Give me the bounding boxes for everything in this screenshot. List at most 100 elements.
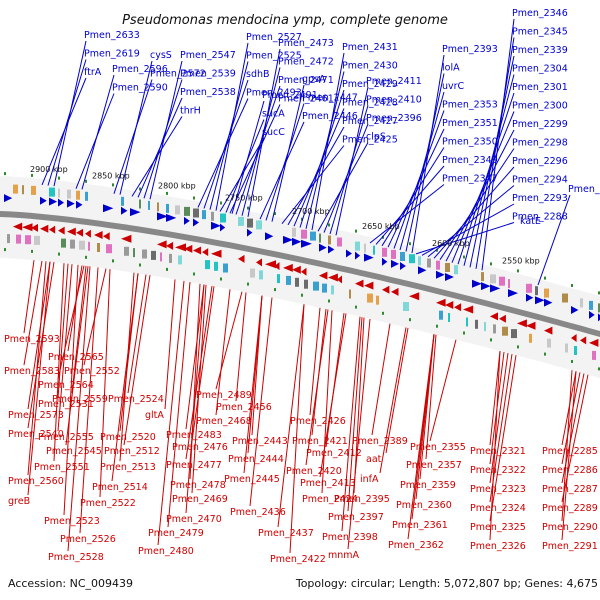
tick-mark xyxy=(355,229,357,233)
gene-label-forward: Pmen_2446 xyxy=(302,111,358,122)
gene-leader-line xyxy=(127,274,147,394)
tick-mark xyxy=(220,277,222,281)
forward-gene-arrow xyxy=(544,298,553,307)
gene-label-forward: sdhB xyxy=(246,69,270,80)
gene-label-reverse: Pmen_2359 xyxy=(400,480,456,491)
forward-gene-arrow xyxy=(49,197,58,206)
feature-category-mark xyxy=(349,289,351,299)
gene-label-forward: katE xyxy=(520,216,541,227)
gene-label-reverse: Pmen_2477 xyxy=(166,460,222,471)
forward-gene-arrow xyxy=(67,199,75,208)
tick-mark xyxy=(490,338,492,342)
reverse-gene-arrow xyxy=(499,314,506,323)
feature-category-mark xyxy=(508,279,510,289)
reverse-gene-arrow xyxy=(211,249,222,258)
gene-label-reverse: Pmen_2398 xyxy=(322,532,378,543)
gene-leader-line xyxy=(197,98,249,208)
feature-category-mark xyxy=(439,310,443,320)
feature-category-mark xyxy=(85,191,88,201)
gene-label-forward: cysS xyxy=(150,50,172,61)
feature-category-mark xyxy=(88,241,90,251)
forward-gene-arrow xyxy=(589,310,595,319)
gene-label-reverse: aat xyxy=(366,454,382,465)
feature-category-mark xyxy=(34,235,40,245)
tick-mark xyxy=(544,352,546,356)
feature-category-mark xyxy=(214,261,218,271)
forward-gene-arrow xyxy=(418,266,427,275)
gene-label-forward: sucC xyxy=(262,127,285,138)
gene-label-reverse: Pmen_2395 xyxy=(334,494,390,505)
gene-leader-line xyxy=(27,261,47,476)
gene-leader-line xyxy=(229,104,281,214)
reverse-gene-arrow xyxy=(238,254,245,263)
gene-label-reverse: Pmen_2531 xyxy=(38,399,94,410)
genome-summary: Topology: circular; Length: 5,072,807 bp… xyxy=(295,577,598,590)
feature-category-mark xyxy=(526,283,532,293)
feature-category-mark xyxy=(79,240,85,250)
gene-label-forward: Pmen_2425 xyxy=(342,135,398,146)
gene-label-forward: sucA xyxy=(262,109,285,120)
forward-gene-arrow xyxy=(76,200,83,209)
reverse-gene-arrow xyxy=(445,301,454,309)
reverse-gene-arrow xyxy=(391,287,399,296)
gene-label-reverse: Pmen_2424 xyxy=(302,494,358,505)
tick-mark xyxy=(274,212,276,216)
feature-category-mark xyxy=(121,196,124,206)
forward-gene-arrow xyxy=(526,293,534,302)
gene-label-reverse: Pmen_2289 xyxy=(542,503,598,514)
kbp-tick-label: 2800 kbp xyxy=(158,182,196,191)
gene-leader-line xyxy=(137,97,183,198)
feature-category-mark xyxy=(256,220,262,230)
feature-category-mark xyxy=(148,200,150,210)
feature-category-mark xyxy=(547,338,551,348)
reverse-gene-arrow xyxy=(58,226,65,235)
gene-leader-line xyxy=(231,100,265,214)
gene-label-reverse: Pmen_2321 xyxy=(470,446,526,457)
feature-category-mark xyxy=(331,285,334,295)
tick-mark xyxy=(166,191,168,195)
kbp-tick-label: 2550 kbp xyxy=(502,257,540,266)
gene-label-reverse: Pmen_2489 xyxy=(196,390,252,401)
forward-gene-arrow xyxy=(166,213,177,222)
forward-gene-arrow xyxy=(184,216,190,225)
gene-leader-line xyxy=(243,295,263,474)
feature-category-mark xyxy=(355,241,360,251)
gene-label-forward: Pmen_2471 xyxy=(278,75,334,86)
gene-label-reverse: Pmen_2551 xyxy=(34,462,90,473)
feature-category-mark xyxy=(157,202,159,212)
gene-label-reverse: Pmen_2361 xyxy=(392,520,448,531)
forward-gene-arrow xyxy=(283,235,294,244)
gene-leader-line xyxy=(99,269,111,498)
reverse-gene-arrow xyxy=(526,321,536,330)
feature-category-mark xyxy=(67,189,71,199)
gene-label-reverse: Pmen_2560 xyxy=(8,476,64,487)
feature-category-mark xyxy=(481,272,484,282)
gene-leader-line xyxy=(71,265,87,394)
gene-label-reverse: Pmen_2483 xyxy=(166,430,222,441)
gene-leader-line xyxy=(321,310,333,494)
feature-category-mark xyxy=(367,293,373,303)
tick-mark xyxy=(409,318,411,322)
reverse-gene-arrow xyxy=(22,223,33,232)
gene-leader-line xyxy=(203,79,249,209)
feature-category-mark xyxy=(409,254,415,264)
forward-gene-arrow xyxy=(436,270,445,279)
gene-label-reverse: Pmen_2555 xyxy=(38,432,94,443)
tick-mark xyxy=(301,217,303,221)
gene-label-reverse: Pmen_2422 xyxy=(270,554,326,565)
tick-mark xyxy=(409,242,411,246)
feature-category-mark xyxy=(304,279,308,289)
forward-gene-arrow xyxy=(211,221,221,230)
reverse-gene-arrow xyxy=(31,223,38,232)
gene-label-reverse: Pmen_2520 xyxy=(100,432,156,443)
reverse-gene-arrow xyxy=(355,279,364,288)
forward-gene-arrow xyxy=(535,296,545,305)
gene-leader-line xyxy=(111,273,139,482)
feature-category-mark xyxy=(493,324,496,334)
tick-mark xyxy=(31,173,33,177)
gene-label-forward: Pmen_2304 xyxy=(512,64,568,75)
gene-leader-line xyxy=(439,148,515,260)
reverse-gene-arrow xyxy=(85,229,91,238)
tick-mark xyxy=(139,187,141,191)
feature-category-mark xyxy=(250,268,255,278)
